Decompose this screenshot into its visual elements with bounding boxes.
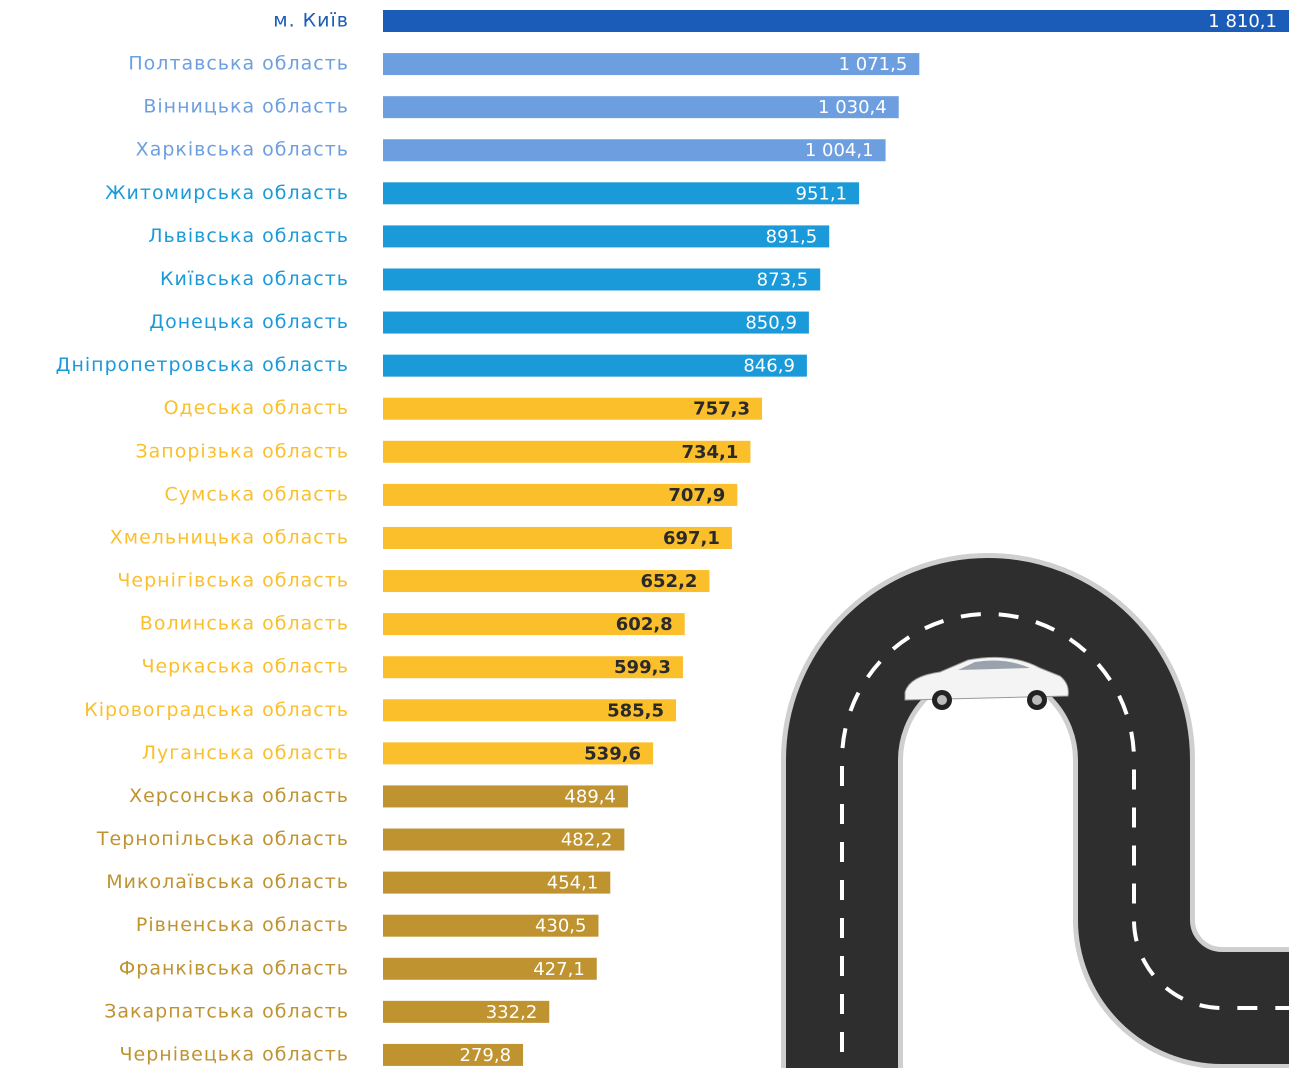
bar: [383, 53, 920, 76]
category-label: Чернігівська область: [117, 570, 349, 592]
category-label: Одеська область: [164, 397, 349, 419]
value-label: 489,4: [564, 786, 616, 807]
value-label: 539,6: [584, 743, 641, 764]
category-label: Харківська область: [136, 139, 349, 161]
value-label: 951,1: [796, 183, 848, 204]
value-label: 757,3: [693, 399, 750, 420]
bar: [383, 483, 738, 506]
value-label: 850,9: [745, 313, 797, 334]
bar: [383, 699, 677, 722]
value-label: 734,1: [681, 442, 738, 463]
bar: [383, 914, 599, 937]
category-label: Миколаївська область: [106, 871, 349, 893]
bar: [383, 440, 751, 463]
value-label: 891,5: [766, 226, 818, 247]
bar: [383, 268, 821, 291]
value-label: 707,9: [668, 485, 725, 506]
category-label: Донецька область: [149, 311, 349, 333]
category-label: Луганська область: [142, 742, 349, 764]
bar: [383, 1043, 524, 1066]
category-label: Черкаська область: [141, 656, 349, 678]
category-label: Вінницька область: [143, 96, 349, 118]
category-label: Сумська область: [165, 483, 350, 505]
bar: [383, 139, 886, 162]
category-label: Полтавська область: [128, 53, 349, 75]
bar: [383, 785, 628, 808]
value-label: 602,8: [616, 614, 673, 635]
category-label: Кіровоградська область: [84, 699, 349, 721]
bar: [383, 182, 860, 205]
value-label: 697,1: [663, 528, 720, 549]
bar: [383, 656, 683, 679]
value-label: 1 071,5: [839, 54, 908, 75]
category-label: Чернівецька область: [120, 1043, 350, 1065]
value-label: 846,9: [743, 356, 795, 377]
category-label: Запорізька область: [135, 440, 349, 462]
category-label: м. Київ: [273, 10, 349, 32]
bar: [383, 828, 625, 851]
value-label: 332,2: [486, 1002, 538, 1023]
bar: [383, 742, 654, 765]
bar: [383, 96, 899, 119]
road-illustration: [781, 553, 1289, 1068]
category-label: Херсонська область: [129, 785, 349, 807]
value-label: 279,8: [460, 1045, 512, 1066]
bar: [383, 613, 685, 636]
bar: [383, 957, 597, 980]
category-label: Франківська область: [119, 957, 349, 979]
bar: [383, 526, 732, 549]
bar: [383, 311, 809, 334]
category-label: Рівненська область: [136, 914, 349, 936]
value-label: 1 030,4: [818, 97, 887, 118]
bar: [383, 871, 611, 894]
value-label: 454,1: [547, 873, 599, 894]
category-label: Хмельницька область: [110, 526, 349, 548]
value-label: 1 810,1: [1208, 11, 1277, 32]
value-label: 873,5: [757, 269, 809, 290]
value-label: 599,3: [614, 657, 671, 678]
bar: [383, 397, 763, 420]
bar: [383, 1000, 550, 1023]
bar: [383, 354, 807, 377]
value-label: 430,5: [535, 916, 587, 937]
value-label: 482,2: [561, 830, 613, 851]
category-label: Дніпропетровська область: [56, 354, 349, 376]
car: [904, 656, 1069, 710]
value-label: 652,2: [641, 571, 698, 592]
category-label: Київська область: [160, 268, 349, 290]
category-label: Львівська область: [148, 225, 349, 247]
category-label: Тернопільська область: [96, 828, 349, 850]
bar: [383, 10, 1289, 32]
value-label: 585,5: [607, 700, 664, 721]
value-label: 427,1: [533, 959, 585, 980]
category-label: Закарпатська область: [104, 1000, 349, 1022]
category-label: Житомирська область: [105, 182, 349, 204]
bar: [383, 225, 830, 248]
value-label: 1 004,1: [805, 140, 874, 161]
bar: [383, 570, 710, 593]
category-label: Волинська область: [140, 613, 349, 635]
